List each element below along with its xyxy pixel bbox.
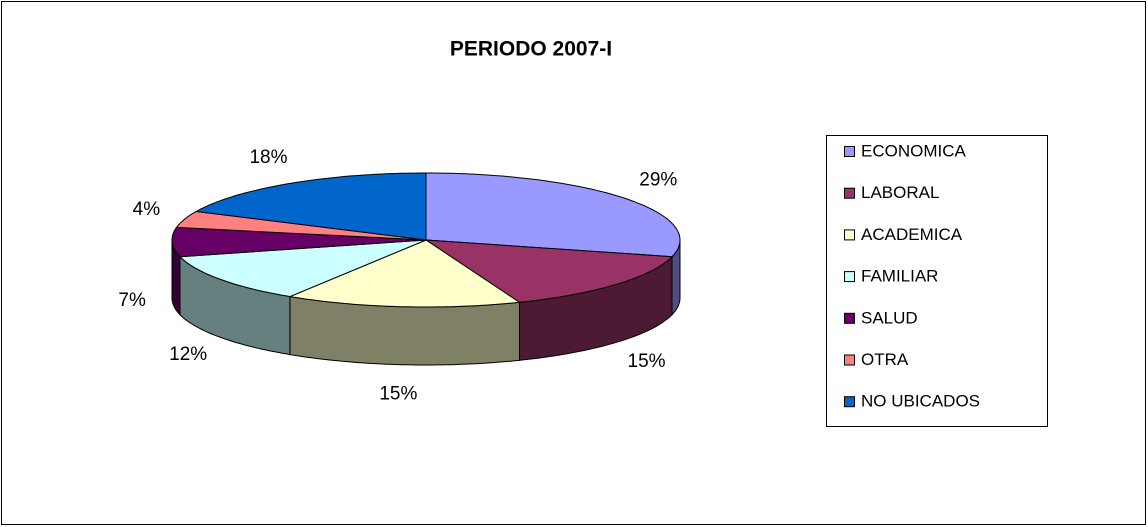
data-label: 12% (169, 344, 207, 365)
legend-label: LABORAL (861, 183, 939, 202)
slice (171, 226, 427, 258)
legend-swatch (844, 271, 855, 283)
legend-label: SALUD (861, 308, 918, 327)
legend-box (826, 135, 1048, 427)
slice (194, 172, 427, 241)
legend-swatch (844, 146, 855, 157)
data-label: 4% (133, 199, 161, 220)
legend-swatch (844, 354, 855, 366)
legend-label: NO UBICADOS (861, 392, 980, 411)
legend-swatch (844, 229, 855, 241)
legend-label: FAMILIAR (861, 267, 938, 286)
data-label: 15% (628, 351, 666, 372)
legend-swatch (844, 312, 855, 324)
slice (288, 239, 521, 308)
data-label: 18% (249, 147, 287, 168)
slice (175, 210, 427, 241)
legend-swatch (844, 187, 855, 199)
chart-title: PERIODO 2007-I (450, 38, 612, 61)
data-label: 29% (639, 170, 677, 191)
legend-swatch (844, 396, 855, 408)
legend-label: OTRA (861, 350, 909, 369)
slice (178, 239, 427, 298)
data-label: 7% (118, 290, 146, 311)
legend-label: ACADEMICA (861, 225, 963, 244)
data-label: 15% (379, 384, 417, 405)
slice (425, 172, 681, 258)
legend-label: ECONOMICA (861, 141, 967, 160)
slice (424, 239, 674, 303)
